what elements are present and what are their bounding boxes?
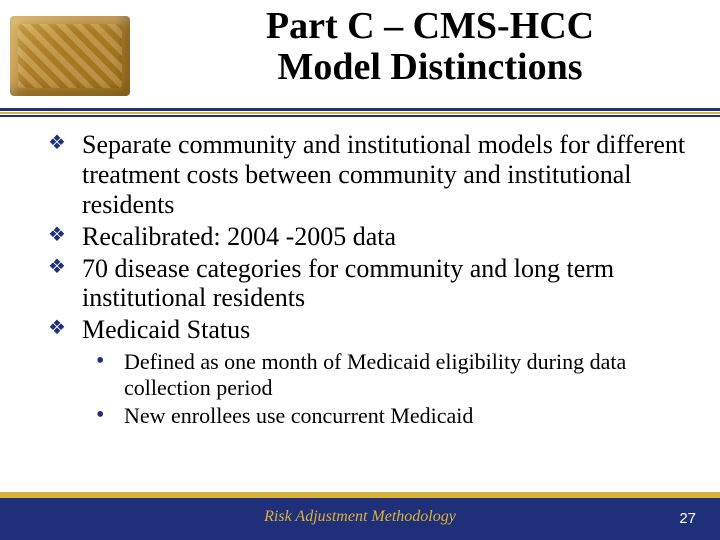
bullet-list: Separate community and institutional mod… <box>44 130 690 345</box>
footer-text: Risk Adjustment Methodology <box>0 508 720 526</box>
slide: Part C – CMS-HCC Model Distinctions Sepa… <box>0 0 720 540</box>
title-line-1: Part C – CMS-HCC <box>160 6 700 47</box>
sub-bullet-list: Defined as one month of Medicaid eligibi… <box>96 349 690 429</box>
list-item: New enrollees use concurrent Medicaid <box>96 403 690 429</box>
list-item: Separate community and institutional mod… <box>44 130 690 220</box>
list-item: Defined as one month of Medicaid eligibi… <box>96 349 690 401</box>
logo-gold-bars-icon <box>10 16 130 96</box>
footer-bar: Risk Adjustment Methodology 27 <box>0 498 720 540</box>
list-item: Medicaid Status <box>44 315 690 345</box>
list-item: Recalibrated: 2004 -2005 data <box>44 222 690 252</box>
title-line-2: Model Distinctions <box>160 47 700 88</box>
content-area: Separate community and institutional mod… <box>44 130 690 431</box>
header: Part C – CMS-HCC Model Distinctions <box>0 0 720 112</box>
list-item: 70 disease categories for community and … <box>44 254 690 314</box>
slide-title: Part C – CMS-HCC Model Distinctions <box>160 6 700 88</box>
page-number: 27 <box>679 510 696 527</box>
title-underline <box>0 108 720 118</box>
